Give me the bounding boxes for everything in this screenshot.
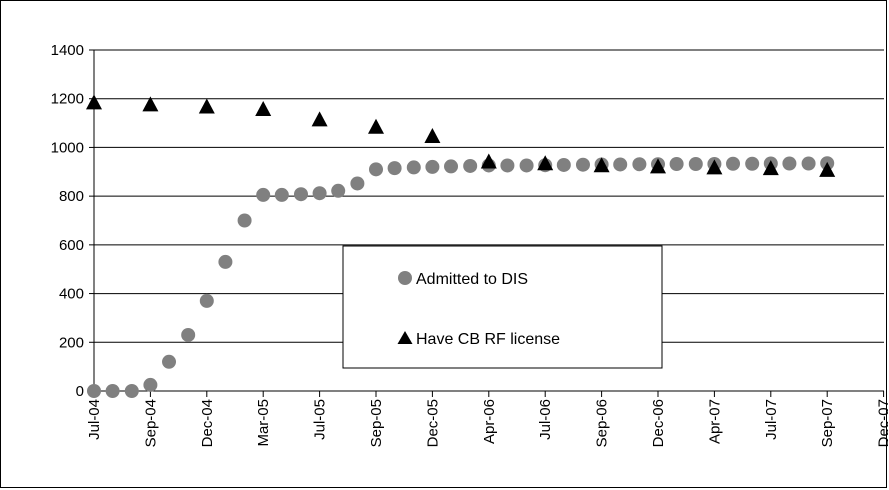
data-point-have-cb-rf-license [368, 118, 384, 134]
y-tick-label: 200 [59, 334, 84, 351]
data-point-admitted-to-dis [256, 187, 271, 202]
data-point-admitted-to-dis [801, 156, 816, 171]
legend-marker-admitted-to-dis [398, 271, 412, 285]
x-tick-label: Mar-05 [255, 399, 272, 447]
x-tick-label: Apr-06 [481, 399, 498, 444]
data-point-admitted-to-dis [575, 157, 590, 172]
data-point-admitted-to-dis [688, 156, 703, 171]
x-tick-label: Dec-07 [876, 399, 888, 447]
data-point-admitted-to-dis [632, 157, 647, 172]
data-point-have-cb-rf-license [762, 160, 779, 176]
data-point-admitted-to-dis [726, 156, 741, 171]
data-point-have-cb-rf-license [706, 159, 723, 175]
data-point-have-cb-rf-license [537, 155, 554, 171]
data-point-admitted-to-dis [745, 156, 760, 171]
x-tick-label: Sep-05 [368, 399, 385, 447]
data-point-admitted-to-dis [199, 293, 214, 308]
data-point-admitted-to-dis [274, 187, 289, 202]
data-point-have-cb-rf-license [142, 96, 159, 112]
legend-label-have-cb-rf-license: Have CB RF license [416, 331, 560, 348]
data-point-admitted-to-dis [181, 327, 196, 342]
y-tick-label: 1200 [51, 91, 84, 108]
x-tick-label: Apr-07 [706, 399, 723, 444]
data-point-have-cb-rf-license [480, 153, 497, 169]
data-point-have-cb-rf-license [198, 98, 215, 114]
x-tick-label: Jul-07 [763, 399, 780, 440]
y-tick-label: 0 [76, 383, 84, 400]
x-tick-label: Sep-07 [819, 399, 836, 447]
y-tick-label: 1400 [51, 42, 84, 59]
x-tick-label: Jul-04 [86, 399, 103, 440]
data-point-admitted-to-dis [519, 158, 534, 173]
data-point-admitted-to-dis [425, 159, 440, 174]
data-point-have-cb-rf-license [593, 157, 610, 173]
legend-label-admitted-to-dis: Admitted to DIS [416, 271, 528, 288]
x-tick-label: Dec-06 [650, 399, 667, 447]
legend-box [342, 245, 663, 369]
data-point-have-cb-rf-license [86, 94, 102, 110]
x-tick-label: Dec-04 [199, 399, 216, 447]
series-have-cb-rf-license [86, 94, 836, 177]
data-point-have-cb-rf-license [650, 158, 666, 174]
y-tick-label: 800 [59, 188, 84, 205]
data-point-admitted-to-dis [124, 384, 139, 398]
data-point-admitted-to-dis [500, 158, 515, 173]
data-point-admitted-to-dis [444, 159, 459, 174]
x-axis-ticks: Jul-04 Sep-04 Dec-04 Mar-05 Jul-05 Sep-05 Dec-… [86, 391, 888, 447]
data-point-admitted-to-dis [143, 377, 158, 392]
data-point-admitted-to-dis [237, 213, 252, 228]
grid-lines [94, 49, 884, 343]
x-tick-label: Dec-05 [424, 399, 441, 447]
data-point-have-cb-rf-license [311, 111, 328, 127]
data-point-admitted-to-dis [293, 187, 308, 202]
y-tick-label: 400 [59, 286, 84, 303]
data-point-admitted-to-dis [218, 254, 233, 269]
data-point-admitted-to-dis [350, 176, 365, 191]
data-point-admitted-to-dis [105, 384, 120, 398]
data-point-admitted-to-dis [406, 160, 421, 175]
legend-marker-have-cb-rf-license [397, 331, 413, 344]
data-point-admitted-to-dis [162, 354, 177, 369]
y-axis-ticks: 0 200 400 600 800 1000 1200 1400 [51, 42, 94, 400]
x-tick-label: Jul-06 [537, 399, 554, 440]
x-tick-label: Sep-04 [142, 399, 159, 447]
data-point-admitted-to-dis [556, 157, 571, 172]
legend: Admitted to DIS Have CB RF license [342, 245, 663, 369]
data-point-admitted-to-dis [463, 158, 478, 173]
x-tick-label: Jul-05 [312, 399, 329, 440]
data-point-admitted-to-dis [387, 161, 402, 176]
data-point-have-cb-rf-license [424, 127, 441, 143]
data-point-admitted-to-dis [613, 157, 628, 172]
data-point-have-cb-rf-license [255, 100, 272, 116]
data-point-admitted-to-dis [669, 156, 684, 171]
data-point-admitted-to-dis [331, 183, 346, 198]
data-point-admitted-to-dis [312, 186, 327, 201]
data-point-admitted-to-dis [87, 384, 101, 398]
data-point-admitted-to-dis [369, 162, 383, 177]
y-tick-label: 1000 [51, 139, 84, 156]
data-point-have-cb-rf-license [819, 161, 836, 177]
y-tick-label: 600 [59, 237, 84, 254]
x-tick-label: Sep-06 [594, 399, 611, 447]
data-point-admitted-to-dis [782, 156, 797, 171]
